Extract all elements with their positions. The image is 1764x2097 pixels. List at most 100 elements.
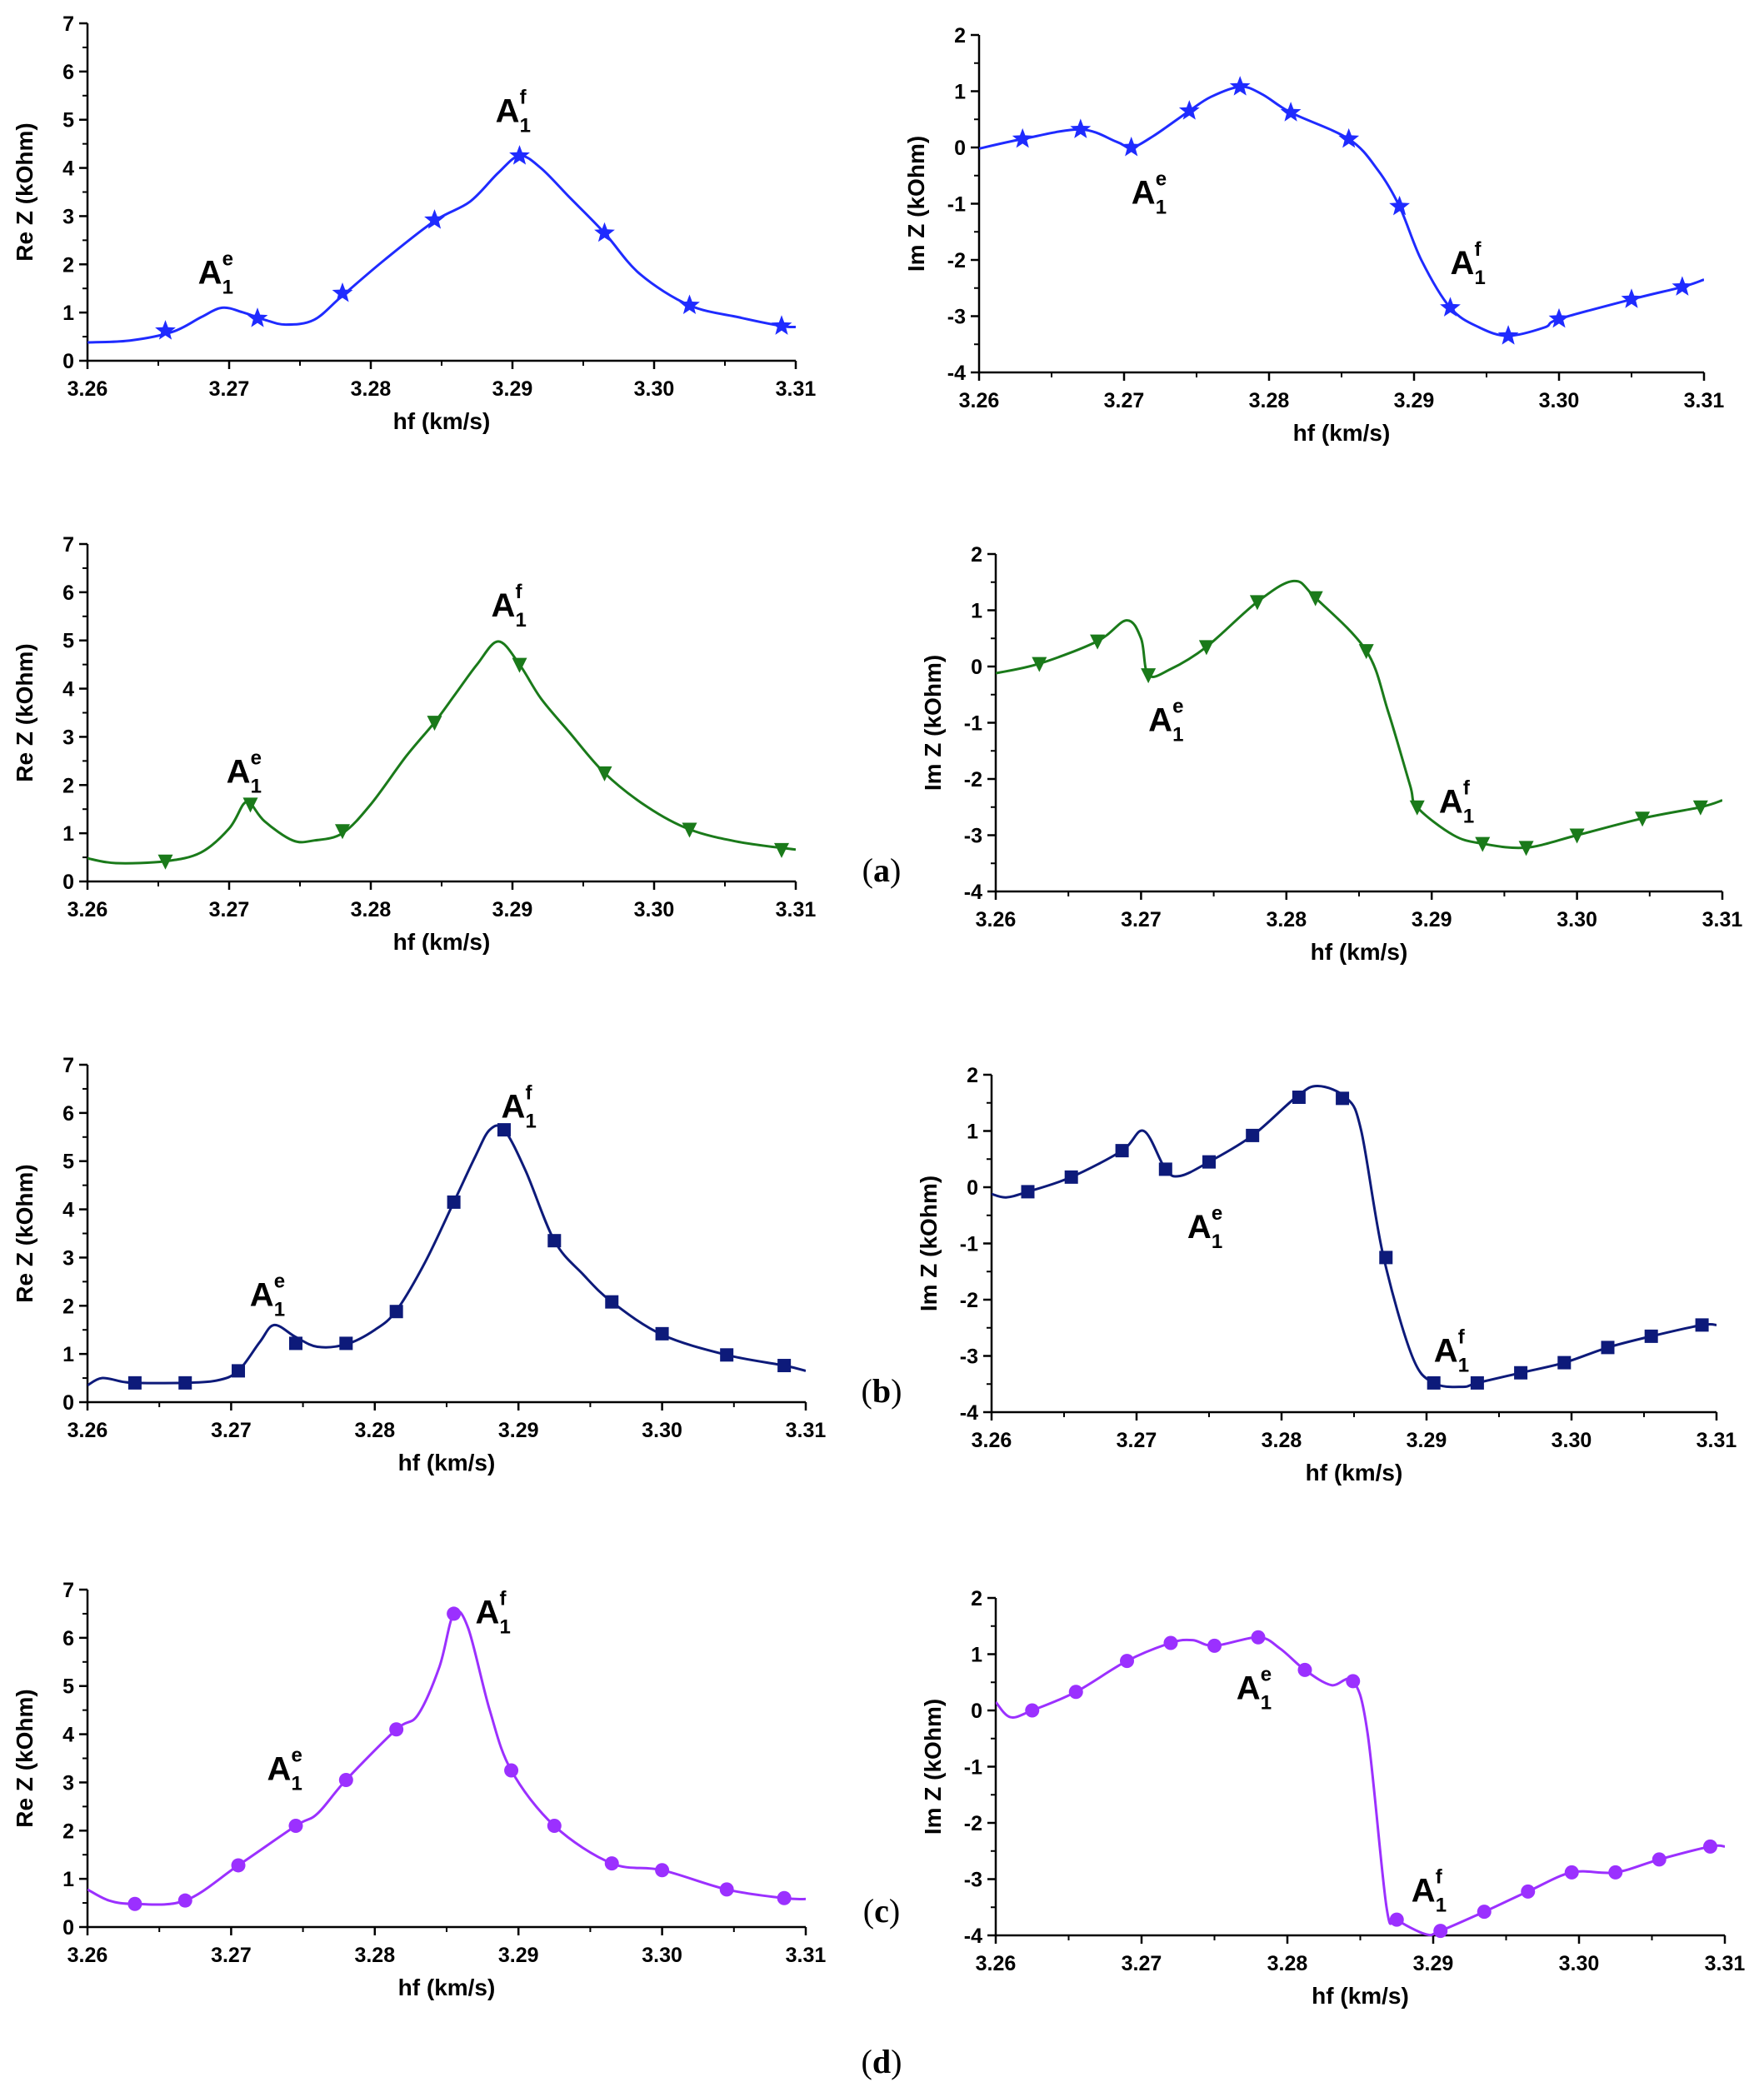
annotation-subscript: 1 bbox=[499, 1616, 510, 1639]
chart-c-im: 3.26 3.27 3.28 3.29 3.30 3.31 -4 -3 -2 -1 0 1 2 hf (k… bbox=[916, 1064, 1737, 1485]
y-tick-label: 0 bbox=[62, 871, 74, 894]
y-axis-title: Re Z (kOhm) bbox=[12, 1689, 37, 1827]
annotation-subscript: 1 bbox=[520, 115, 531, 137]
x-tick-label: 3.28 bbox=[354, 1419, 395, 1442]
x-axis-title: hf (km/s) bbox=[398, 1450, 496, 1475]
y-tick-label: 7 bbox=[62, 533, 74, 557]
data-point bbox=[424, 209, 445, 229]
data-point bbox=[1307, 591, 1323, 607]
annotation-label: A bbox=[1237, 1670, 1261, 1707]
data-point bbox=[242, 797, 258, 813]
y-axis-title: Im Z (kOhm) bbox=[920, 1699, 946, 1835]
x-tick-label: 3.27 bbox=[209, 898, 250, 921]
y-tick-label: -2 bbox=[964, 768, 982, 791]
data-point bbox=[1021, 1185, 1035, 1199]
data-point bbox=[1141, 668, 1157, 684]
y-tick-label: 2 bbox=[971, 1587, 982, 1610]
data-point bbox=[1608, 1865, 1623, 1880]
data-point bbox=[1346, 1674, 1361, 1689]
y-tick-label: 4 bbox=[62, 1724, 74, 1747]
annotation-superscript: e bbox=[1156, 168, 1167, 191]
y-tick-label: 4 bbox=[62, 157, 74, 181]
annotation-subscript: 1 bbox=[1261, 1692, 1272, 1715]
annotation-subscript: 1 bbox=[1475, 267, 1486, 289]
x-axis-title: hf (km/s) bbox=[398, 1975, 496, 2000]
panel-caption-b: (b) bbox=[862, 1372, 902, 1410]
annotation-subscript: 1 bbox=[292, 1773, 302, 1795]
data-point bbox=[1178, 100, 1200, 120]
y-tick-label: -1 bbox=[964, 1756, 982, 1780]
y-tick-label: 1 bbox=[62, 302, 74, 325]
annotation-superscript: e bbox=[1172, 696, 1183, 718]
data-point bbox=[1163, 1635, 1178, 1650]
x-tick-label: 3.29 bbox=[1407, 1429, 1447, 1452]
y-tick-label: 5 bbox=[62, 630, 74, 653]
x-tick-label: 3.29 bbox=[498, 1419, 539, 1442]
data-point bbox=[1338, 127, 1360, 148]
annotation-subscript: 1 bbox=[1463, 806, 1474, 828]
y-tick-label: 2 bbox=[967, 1064, 978, 1087]
y-tick-label: -2 bbox=[964, 1812, 982, 1835]
data-point bbox=[774, 842, 789, 858]
x-tick-label: 3.31 bbox=[1702, 908, 1743, 931]
data-point bbox=[1251, 1630, 1266, 1645]
x-tick-label: 3.28 bbox=[1249, 389, 1290, 412]
data-point bbox=[1695, 1318, 1709, 1332]
data-point bbox=[247, 307, 268, 327]
y-tick-label: 6 bbox=[62, 1102, 74, 1126]
data-point bbox=[1521, 1884, 1536, 1899]
data-point bbox=[1389, 1912, 1404, 1927]
x-tick-label: 3.30 bbox=[1539, 389, 1580, 412]
x-tick-label: 3.30 bbox=[634, 898, 675, 921]
data-point bbox=[389, 1722, 404, 1737]
annotation-label: A bbox=[502, 1089, 526, 1126]
x-tick-label: 3.27 bbox=[1117, 1429, 1157, 1452]
data-point bbox=[1032, 657, 1047, 672]
y-tick-label: 0 bbox=[967, 1176, 978, 1200]
data-point bbox=[1569, 828, 1585, 844]
series-line bbox=[996, 579, 1722, 850]
y-tick-label: 0 bbox=[971, 656, 982, 679]
data-point bbox=[1379, 1251, 1393, 1265]
x-tick-label: 3.28 bbox=[354, 1944, 395, 1967]
data-point bbox=[1297, 1662, 1312, 1677]
y-tick-label: 0 bbox=[62, 350, 74, 373]
data-point bbox=[604, 1856, 619, 1871]
y-tick-label: 2 bbox=[971, 543, 982, 567]
annotation-label: A bbox=[496, 93, 520, 130]
annotation-superscript: e bbox=[222, 247, 233, 270]
x-tick-label: 3.27 bbox=[209, 377, 250, 401]
data-point bbox=[655, 1326, 669, 1341]
x-tick-label: 3.29 bbox=[1394, 389, 1435, 412]
x-tick-label: 3.29 bbox=[1413, 1952, 1454, 1975]
x-tick-label: 3.31 bbox=[776, 898, 817, 921]
y-axis-title: Im Z (kOhm) bbox=[920, 655, 946, 791]
x-axis-title: hf (km/s) bbox=[393, 408, 491, 434]
data-point bbox=[178, 1376, 192, 1390]
data-point bbox=[1672, 276, 1693, 296]
annotation-label: A bbox=[250, 1276, 274, 1313]
annotation-subscript: 1 bbox=[1436, 1895, 1447, 1917]
data-point bbox=[1012, 127, 1033, 148]
x-tick-label: 3.27 bbox=[1122, 1952, 1162, 1975]
data-point bbox=[1409, 800, 1425, 816]
annotation-label: A bbox=[1132, 175, 1156, 212]
annotation-subscript: 1 bbox=[222, 276, 233, 298]
data-point bbox=[1548, 307, 1570, 328]
data-point bbox=[335, 824, 350, 840]
annotation-label: A bbox=[1439, 784, 1463, 821]
x-tick-label: 3.26 bbox=[67, 1419, 108, 1442]
x-tick-label: 3.30 bbox=[1559, 1952, 1600, 1975]
data-point bbox=[1621, 288, 1642, 308]
data-point bbox=[1652, 1852, 1667, 1867]
y-tick-label: 1 bbox=[62, 822, 74, 846]
data-point bbox=[338, 1773, 353, 1788]
x-tick-label: 3.27 bbox=[1121, 908, 1162, 931]
series-line bbox=[87, 1610, 806, 1906]
